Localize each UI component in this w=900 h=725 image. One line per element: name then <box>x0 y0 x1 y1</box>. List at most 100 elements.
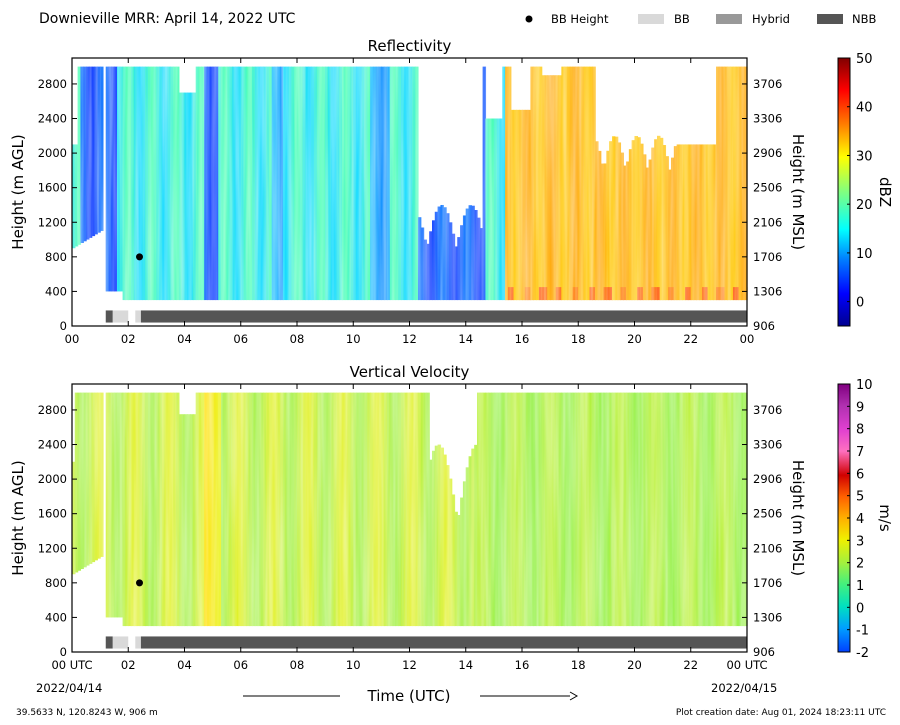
heatmap-column <box>538 392 543 627</box>
heatmap-column <box>125 66 129 301</box>
heatmap-column <box>513 392 517 627</box>
heatmap-column <box>668 392 672 627</box>
heatmap-column <box>150 392 155 627</box>
heatmap-column <box>119 392 124 618</box>
heatmap-column <box>505 66 509 301</box>
heatmap-column <box>74 144 79 247</box>
heatmap-column <box>581 392 585 627</box>
heatmap-column <box>381 66 385 301</box>
heatmap-column <box>496 118 501 301</box>
heatmap-cell <box>744 287 748 301</box>
heatmap-column <box>541 75 546 301</box>
heatmap-cell <box>597 287 602 301</box>
heatmap-column <box>471 448 475 627</box>
heatmap-column <box>552 75 557 301</box>
heatmap-column <box>297 392 301 627</box>
x-tick-label: 20 <box>627 332 642 346</box>
heatmap-column <box>145 392 149 627</box>
y-tick-label: 2400 <box>38 112 67 126</box>
heatmap-column <box>364 392 368 627</box>
heatmap-column <box>406 392 411 627</box>
y-tick-label: 1600 <box>38 507 67 521</box>
heatmap-column <box>240 66 245 301</box>
heatmap-column <box>614 392 619 627</box>
heatmap-column <box>246 66 250 301</box>
heatmap-column <box>218 66 222 301</box>
heatmap-column <box>361 392 366 627</box>
colorbar-label: m/s <box>876 504 894 532</box>
heatmap-column <box>80 392 84 570</box>
heatmap-column <box>353 66 357 301</box>
heatmap-column <box>671 392 675 627</box>
heatmap-column <box>131 392 135 627</box>
heatmap-column <box>468 205 472 301</box>
y-tick-label: 1600 <box>38 181 67 195</box>
heatmap-column <box>491 118 495 301</box>
heatmap-column <box>685 392 689 627</box>
heatmap-column <box>567 66 571 301</box>
y-right-tick-label: 1706 <box>753 250 782 264</box>
heatmap-column <box>569 66 574 301</box>
heatmap-cell <box>507 287 512 301</box>
heatmap-cell <box>569 287 574 301</box>
heatmap-column <box>226 66 231 301</box>
heatmap-cell <box>657 287 661 301</box>
heatmap-column <box>344 66 349 301</box>
heatmap-column <box>136 66 141 301</box>
heatmap-column <box>308 66 312 301</box>
heatmap-cell <box>555 287 560 301</box>
heatmap-column <box>72 144 76 249</box>
heatmap-column <box>378 392 382 627</box>
heatmap-cell <box>710 287 714 301</box>
heatmap-column <box>448 478 453 627</box>
heatmap-column <box>426 243 430 301</box>
heatmap-column <box>412 392 416 627</box>
heatmap-column <box>465 208 470 301</box>
y-tick-label: 2000 <box>38 472 67 486</box>
heatmap-cell <box>522 287 526 301</box>
heatmap-column <box>125 392 129 627</box>
colorbar-tick-label: 30 <box>856 149 873 164</box>
heatmap-column <box>699 392 703 627</box>
heatmap-column <box>384 392 388 627</box>
heatmap-column <box>713 144 717 301</box>
heatmap-column <box>229 392 233 627</box>
heatmap-column <box>260 66 264 301</box>
heatmap-column <box>454 511 458 627</box>
y-tick-label: 2000 <box>38 146 67 160</box>
heatmap-column <box>403 392 408 627</box>
heatmap-column <box>187 92 191 301</box>
heatmap-column <box>156 66 160 301</box>
heatmap-column <box>417 217 422 301</box>
heatmap-column <box>285 66 290 301</box>
heatmap-column <box>142 392 146 627</box>
heatmap-column <box>367 66 371 301</box>
heatmap-column <box>192 92 197 301</box>
x-tick-label: 20 <box>627 658 642 672</box>
heatmap-cell <box>631 287 636 301</box>
legend-hybrid-label: Hybrid <box>752 12 790 26</box>
bb-type-segment <box>135 310 141 323</box>
heatmap-column <box>294 66 298 301</box>
heatmap-cell <box>730 287 734 301</box>
legend-bb-height-marker <box>525 15 533 23</box>
heatmap-column <box>117 392 121 618</box>
y-right-tick-label: 1706 <box>753 576 782 590</box>
heatmap-column <box>302 66 307 301</box>
heatmap-column <box>218 392 222 627</box>
heatmap-column <box>282 66 287 301</box>
heatmap-column <box>198 66 202 301</box>
y-right-tick-label: 2506 <box>753 181 782 195</box>
heatmap-column <box>401 392 405 627</box>
x-tick-label: 18 <box>571 658 586 672</box>
heatmap-column <box>583 66 588 301</box>
heatmap-column <box>195 392 200 627</box>
heatmap-column <box>468 456 472 627</box>
heatmap-column <box>507 66 512 301</box>
heatmap-column <box>592 66 596 301</box>
heatmap-column <box>375 66 380 301</box>
heatmap-column <box>316 392 321 627</box>
colorbar-tick-label: 2 <box>856 557 864 572</box>
heatmap-column <box>671 157 675 301</box>
heatmap-column <box>536 392 540 627</box>
